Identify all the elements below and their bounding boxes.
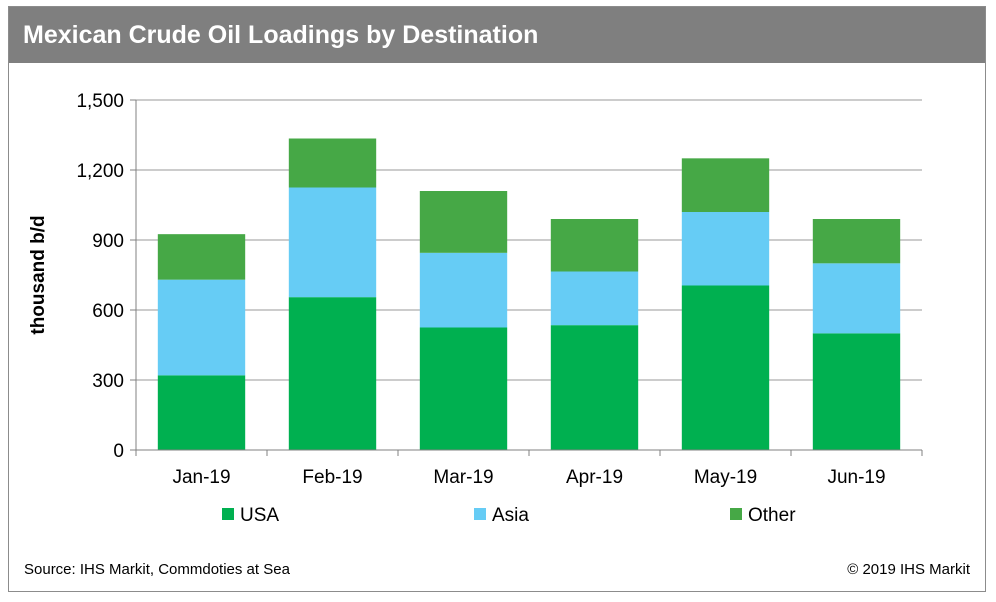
copyright-note: © 2019 IHS Markit [847,561,970,578]
legend-swatch-asia [474,508,486,520]
bar-asia-may-19 [681,212,770,286]
bar-asia-jan-19 [157,279,246,376]
x-tick-label: Jan-19 [172,467,230,488]
bar-other-jan-19 [157,234,246,280]
bar-asia-jun-19 [812,263,901,334]
x-tick-label: May-19 [694,467,757,488]
legend-label-other: Other [748,505,796,526]
bar-other-feb-19 [288,138,377,188]
bar-other-jun-19 [812,219,901,264]
y-tick-label: 0 [113,441,124,462]
bar-asia-feb-19 [288,187,377,298]
bar-other-apr-19 [550,219,639,272]
x-tick-label: Mar-19 [433,467,493,488]
bar-usa-apr-19 [550,325,639,450]
x-tick-label: Jun-19 [827,467,885,488]
bar-asia-apr-19 [550,271,639,326]
y-axis-title: thousand b/d [28,215,49,334]
chart-title: Mexican Crude Oil Loadings by Destinatio… [9,7,985,63]
bar-asia-mar-19 [419,252,508,328]
y-tick-label: 1,500 [76,91,124,112]
y-tick-label: 1,200 [76,161,124,182]
bar-usa-mar-19 [419,327,508,450]
y-tick-label: 600 [92,301,124,322]
bar-usa-may-19 [681,285,770,450]
legend-swatch-other [730,508,742,520]
bar-usa-jun-19 [812,333,901,450]
bar-usa-jan-19 [157,375,246,450]
legend-label-usa: USA [240,505,279,526]
bar-usa-feb-19 [288,297,377,450]
y-tick-label: 900 [92,231,124,252]
x-tick-label: Apr-19 [566,467,623,488]
x-tick-label: Feb-19 [302,467,362,488]
legend-swatch-usa [222,508,234,520]
bar-other-mar-19 [419,191,508,253]
y-tick-label: 300 [92,371,124,392]
source-note: Source: IHS Markit, Commdoties at Sea [24,561,290,578]
legend-label-asia: Asia [492,505,529,526]
bar-other-may-19 [681,158,770,212]
